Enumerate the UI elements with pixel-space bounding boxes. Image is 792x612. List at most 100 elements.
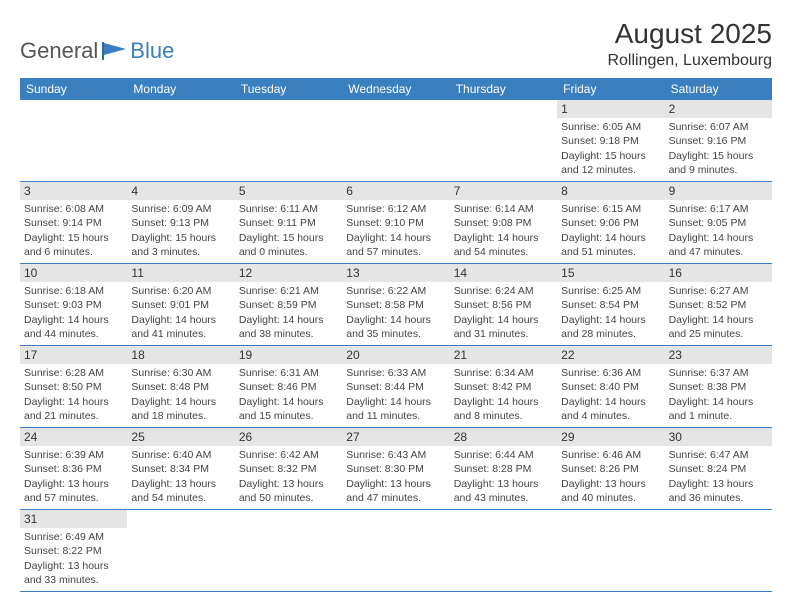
day-number: 29 [557, 428, 664, 446]
sunset-text: Sunset: 9:16 PM [669, 134, 768, 148]
daylight-text: Daylight: 15 hours and 12 minutes. [561, 149, 660, 177]
day-number: 25 [127, 428, 234, 446]
logo: General Blue [20, 38, 174, 70]
daylight-text: Daylight: 14 hours and 25 minutes. [669, 313, 768, 341]
sunrise-text: Sunrise: 6:12 AM [346, 202, 445, 216]
day-number: 16 [665, 264, 772, 282]
day-number: 30 [665, 428, 772, 446]
calendar-day: 13Sunrise: 6:22 AMSunset: 8:58 PMDayligh… [342, 264, 449, 346]
daylight-text: Daylight: 13 hours and 43 minutes. [454, 477, 553, 505]
sunset-text: Sunset: 8:46 PM [239, 380, 338, 394]
sunset-text: Sunset: 8:30 PM [346, 462, 445, 476]
day-number: 6 [342, 182, 449, 200]
sunrise-text: Sunrise: 6:31 AM [239, 366, 338, 380]
day-number: 31 [20, 510, 127, 528]
weekday-label: Wednesday [342, 78, 449, 100]
calendar-empty [450, 510, 557, 592]
day-number: 4 [127, 182, 234, 200]
calendar-day: 28 Sunrise: 6:44 AMSunset: 8:28 PMDayligh… [450, 428, 557, 510]
calendar-day: 9Sunrise: 6:17 AMSunset: 9:05 PMDaylight… [665, 182, 772, 264]
weekday-label: Monday [127, 78, 234, 100]
sunset-text: Sunset: 8:26 PM [561, 462, 660, 476]
sunrise-text: Sunrise: 6:20 AM [131, 284, 230, 298]
sunrise-text: Sunrise: 6:40 AM [131, 448, 230, 462]
calendar-day: 22Sunrise: 6:36 AMSunset: 8:40 PMDayligh… [557, 346, 664, 428]
calendar-day: 15Sunrise: 6:25 AMSunset: 8:54 PMDayligh… [557, 264, 664, 346]
daylight-text: Daylight: 14 hours and 44 minutes. [24, 313, 123, 341]
calendar-empty [20, 100, 127, 182]
sunset-text: Sunset: 9:01 PM [131, 298, 230, 312]
daylight-text: Daylight: 14 hours and 18 minutes. [131, 395, 230, 423]
sunset-text: Sunset: 8:44 PM [346, 380, 445, 394]
sunset-text: Sunset: 8:56 PM [454, 298, 553, 312]
daylight-text: Daylight: 13 hours and 54 minutes. [131, 477, 230, 505]
calendar-day: 16Sunrise: 6:27 AMSunset: 8:52 PMDayligh… [665, 264, 772, 346]
sunset-text: Sunset: 8:48 PM [131, 380, 230, 394]
calendar-day: 12Sunrise: 6:21 AMSunset: 8:59 PMDayligh… [235, 264, 342, 346]
day-number: 17 [20, 346, 127, 364]
daylight-text: Daylight: 15 hours and 6 minutes. [24, 231, 123, 259]
day-number: 24 [20, 428, 127, 446]
daylight-text: Daylight: 15 hours and 9 minutes. [669, 149, 768, 177]
daylight-text: Daylight: 14 hours and 57 minutes. [346, 231, 445, 259]
calendar-day: 18 Sunrise: 6:30 AMSunset: 8:48 PMDayligh… [127, 346, 234, 428]
sunrise-text: Sunrise: 6:36 AM [561, 366, 660, 380]
sunset-text: Sunset: 8:36 PM [24, 462, 123, 476]
day-number: 3 [20, 182, 127, 200]
daylight-text: Daylight: 13 hours and 40 minutes. [561, 477, 660, 505]
day-number: 26 [235, 428, 342, 446]
daylight-text: Daylight: 14 hours and 11 minutes. [346, 395, 445, 423]
sunrise-text: Sunrise: 6:14 AM [454, 202, 553, 216]
daylight-text: Daylight: 14 hours and 21 minutes. [24, 395, 123, 423]
sunset-text: Sunset: 8:52 PM [669, 298, 768, 312]
calendar-day: 26Sunrise: 6:42 AMSunset: 8:32 PMDayligh… [235, 428, 342, 510]
sunrise-text: Sunrise: 6:30 AM [131, 366, 230, 380]
sunrise-text: Sunrise: 6:33 AM [346, 366, 445, 380]
daylight-text: Daylight: 13 hours and 33 minutes. [24, 559, 123, 587]
day-number: 18 [127, 346, 234, 364]
sunrise-text: Sunrise: 6:44 AM [454, 448, 553, 462]
sunrise-text: Sunrise: 6:28 AM [24, 366, 123, 380]
daylight-text: Daylight: 13 hours and 50 minutes. [239, 477, 338, 505]
sunset-text: Sunset: 8:22 PM [24, 544, 123, 558]
calendar-day: 27Sunrise: 6:43 AMSunset: 8:30 PMDayligh… [342, 428, 449, 510]
title-block: August 2025 Rollingen, Luxembourg [607, 18, 772, 70]
sunset-text: Sunset: 8:42 PM [454, 380, 553, 394]
calendar-empty [665, 510, 772, 592]
sunset-text: Sunset: 8:58 PM [346, 298, 445, 312]
calendar-day: 20Sunrise: 6:33 AMSunset: 8:44 PMDayligh… [342, 346, 449, 428]
calendar-day: 17 Sunrise: 6:28 AMSunset: 8:50 PMDayligh… [20, 346, 127, 428]
sunset-text: Sunset: 8:32 PM [239, 462, 338, 476]
logo-text-2: Blue [130, 38, 174, 64]
calendar-day: 4Sunrise: 6:09 AMSunset: 9:13 PMDaylight… [127, 182, 234, 264]
day-number: 19 [235, 346, 342, 364]
daylight-text: Daylight: 14 hours and 15 minutes. [239, 395, 338, 423]
day-number: 11 [127, 264, 234, 282]
day-number: 1 [557, 100, 664, 118]
daylight-text: Daylight: 14 hours and 51 minutes. [561, 231, 660, 259]
sunset-text: Sunset: 8:28 PM [454, 462, 553, 476]
day-number: 28 [450, 428, 557, 446]
day-number: 5 [235, 182, 342, 200]
calendar-day: 5Sunrise: 6:11 AMSunset: 9:11 PMDaylight… [235, 182, 342, 264]
sunset-text: Sunset: 9:03 PM [24, 298, 123, 312]
sunrise-text: Sunrise: 6:07 AM [669, 120, 768, 134]
day-number: 13 [342, 264, 449, 282]
daylight-text: Daylight: 14 hours and 4 minutes. [561, 395, 660, 423]
sunrise-text: Sunrise: 6:49 AM [24, 530, 123, 544]
sunrise-text: Sunrise: 6:11 AM [239, 202, 338, 216]
day-number: 2 [665, 100, 772, 118]
sunrise-text: Sunrise: 6:37 AM [669, 366, 768, 380]
sunrise-text: Sunrise: 6:24 AM [454, 284, 553, 298]
day-number: 21 [450, 346, 557, 364]
calendar-day: 31 Sunrise: 6:49 AMSunset: 8:22 PMDayligh… [20, 510, 127, 592]
logo-flag-icon [102, 42, 128, 60]
sunset-text: Sunset: 8:59 PM [239, 298, 338, 312]
calendar-empty [342, 510, 449, 592]
logo-text-1: General [20, 38, 98, 64]
day-number: 9 [665, 182, 772, 200]
sunset-text: Sunset: 8:50 PM [24, 380, 123, 394]
sunrise-text: Sunrise: 6:15 AM [561, 202, 660, 216]
calendar-empty [127, 100, 234, 182]
sunset-text: Sunset: 8:24 PM [669, 462, 768, 476]
